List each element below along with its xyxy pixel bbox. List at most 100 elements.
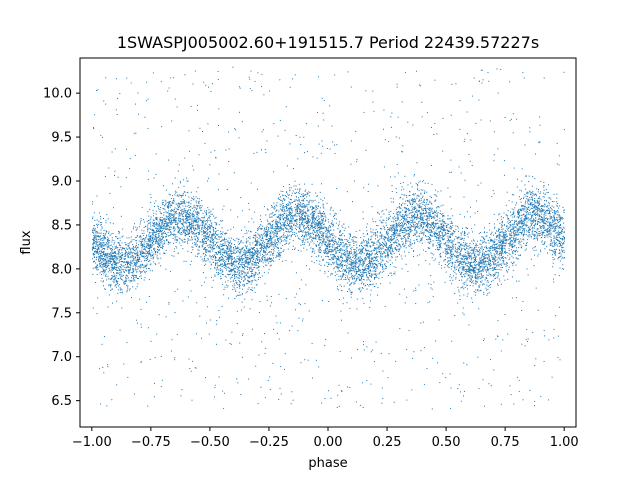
data-point (498, 245, 500, 247)
data-point (478, 253, 480, 255)
data-point (97, 226, 98, 228)
data-point (294, 209, 296, 211)
data-point (302, 222, 304, 224)
data-point (434, 231, 435, 233)
data-point (128, 262, 129, 264)
data-point (409, 202, 411, 204)
data-point (92, 231, 94, 233)
data-point (421, 196, 423, 198)
data-point (218, 258, 220, 260)
data-point (532, 215, 534, 217)
data-point (414, 242, 416, 244)
data-point (392, 225, 394, 227)
data-point (149, 264, 151, 266)
data-point (201, 246, 203, 248)
data-point (503, 275, 505, 277)
data-point (150, 257, 152, 259)
data-point (363, 263, 365, 264)
data-point (375, 248, 377, 250)
data-point (534, 206, 536, 208)
data-point (379, 247, 381, 249)
data-point (406, 215, 408, 217)
data-point (311, 255, 313, 257)
data-point (95, 262, 97, 264)
data-point (215, 216, 217, 218)
data-point (455, 225, 457, 227)
data-point (265, 246, 267, 248)
data-point (380, 264, 382, 266)
data-point (540, 216, 542, 217)
data-point (355, 259, 357, 261)
data-point (364, 269, 365, 271)
data-point (368, 263, 370, 265)
data-point (549, 244, 551, 246)
data-point (317, 224, 319, 226)
data-point (231, 263, 233, 265)
data-point (555, 222, 557, 224)
data-point (475, 243, 477, 245)
data-point (212, 233, 214, 235)
data-point (513, 194, 515, 196)
data-point (131, 254, 133, 256)
data-point (514, 241, 516, 243)
data-point (319, 270, 321, 272)
data-point (299, 238, 301, 240)
data-point (361, 250, 363, 252)
data-point (512, 244, 514, 246)
data-point (265, 249, 267, 251)
data-point (348, 253, 350, 254)
data-point (286, 219, 288, 221)
data-point (92, 245, 94, 247)
data-point (322, 234, 324, 236)
data-point (510, 230, 512, 232)
data-point (371, 253, 373, 255)
data-point (549, 213, 551, 215)
data-point (445, 244, 447, 246)
data-point (325, 252, 327, 254)
data-point (303, 243, 305, 245)
data-point (492, 274, 494, 276)
data-point (173, 233, 175, 235)
data-point (151, 244, 153, 246)
data-point (374, 273, 376, 275)
data-point (370, 280, 372, 282)
data-point (104, 288, 106, 290)
data-point (259, 251, 261, 253)
data-point (510, 215, 512, 217)
data-point (453, 231, 455, 232)
data-point (141, 271, 143, 273)
data-point (362, 258, 364, 260)
data-point (512, 263, 513, 265)
data-point (121, 242, 123, 244)
data-point (235, 264, 237, 266)
data-point (305, 206, 306, 207)
data-point (372, 229, 374, 231)
data-point (391, 247, 393, 249)
data-point (381, 222, 383, 224)
data-point (543, 225, 545, 227)
data-point (179, 232, 181, 234)
data-point (275, 210, 277, 212)
data-point (386, 219, 388, 221)
data-point (247, 272, 249, 274)
data-point (208, 244, 210, 246)
data-point (511, 194, 513, 196)
data-point (128, 266, 129, 268)
data-point (206, 228, 208, 229)
data-point (164, 241, 166, 243)
data-point (533, 219, 535, 221)
data-point (380, 221, 382, 223)
data-point (210, 210, 212, 212)
data-point (419, 227, 421, 229)
data-point (97, 250, 98, 252)
data-point (207, 228, 208, 230)
data-point (398, 251, 400, 252)
data-point (368, 265, 369, 267)
data-point (135, 259, 137, 261)
data-point (389, 230, 391, 231)
data-point (315, 222, 317, 224)
data-point (222, 248, 224, 250)
data-point (282, 244, 284, 246)
data-point (240, 272, 242, 274)
data-point (161, 203, 163, 205)
